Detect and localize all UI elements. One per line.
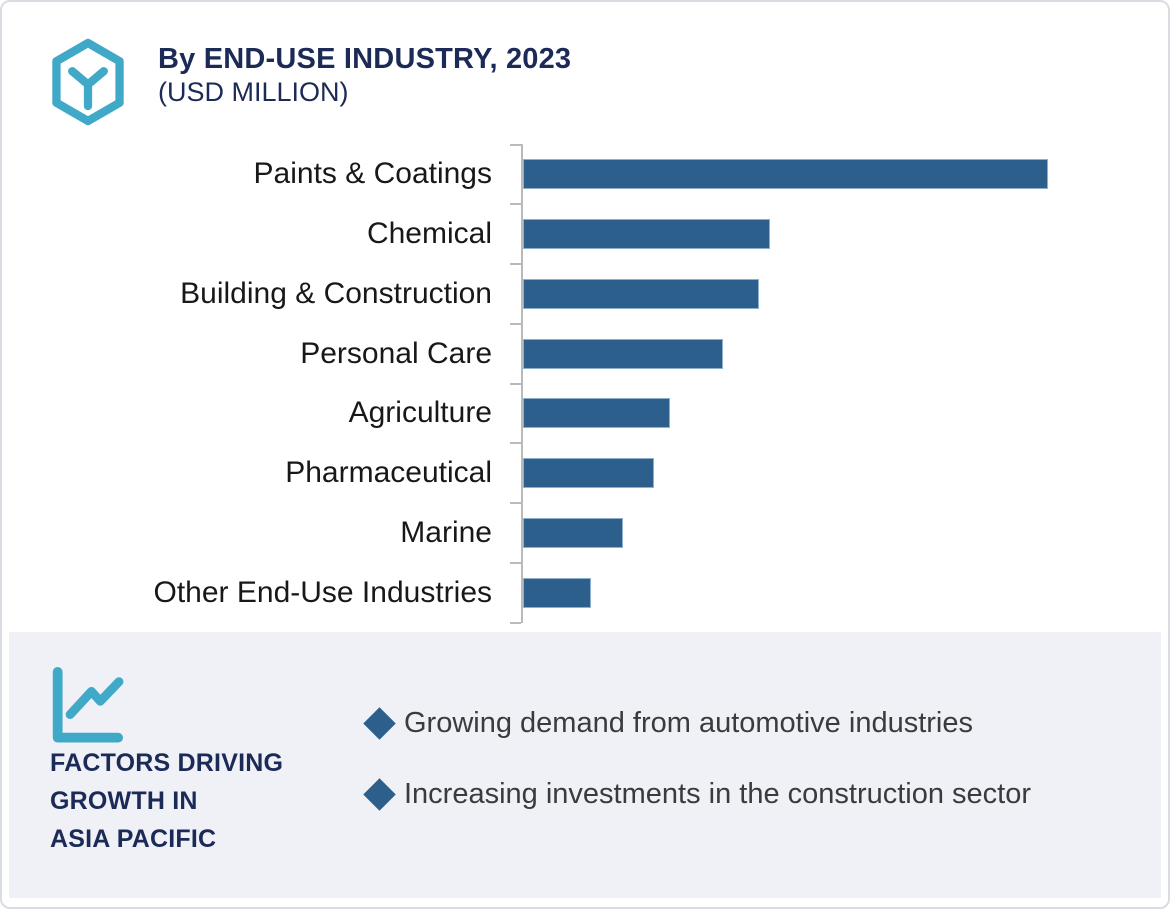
axis-tick [510,562,521,564]
factor-bullet-text: Growing demand from automotive industrie… [404,707,973,739]
axis-tick [510,502,521,504]
chart-title: By END-USE INDUSTRY, 2023 [158,43,572,75]
axis-tick [510,622,521,624]
diamond-bullet-icon [363,778,396,811]
category-label: Agriculture [348,396,492,430]
bar [523,458,655,489]
bar [523,158,1048,189]
bar [523,218,770,249]
category-label: Chemical [366,216,492,250]
chart-row: Paints & Coatings [2,144,1170,204]
hexagon-y-logo-icon [52,38,124,126]
bar [523,578,592,609]
header: By END-USE INDUSTRY, 2023 (USD MILLION) [46,38,571,126]
chart-rows: Paints & Coatings Chemical Building & Cons… [2,144,1170,623]
chart-subtitle: (USD MILLION) [158,77,349,107]
bar [523,398,670,429]
factors-panel: FACTORS DRIVING GROWTH IN ASIA PACIFIC G… [9,632,1161,898]
factor-bullet: Growing demand from automotive industrie… [362,702,1092,744]
bar [523,278,760,309]
factor-bullet: Increasing investments in the constructi… [362,773,1092,815]
chart-row: Agriculture [2,384,1170,444]
category-label: Personal Care [300,336,492,370]
chart-row: Building & Construction [2,264,1170,324]
axis-tick [510,383,521,385]
factors-bullet-list: Growing demand from automotive industrie… [362,702,1092,815]
factor-bullet-text: Increasing investments in the constructi… [404,778,1032,810]
axis-tick [510,323,521,325]
category-label: Pharmaceutical [285,456,492,490]
axis-tick [510,442,521,444]
category-label: Paints & Coatings [253,156,492,190]
category-label: Building & Construction [180,276,492,310]
chart-row: Other End-Use Industries [2,563,1170,623]
bar [523,338,723,369]
axis-tick [510,144,521,146]
line-chart-icon [52,667,124,743]
bar-chart: Paints & Coatings Chemical Building & Cons… [2,144,1170,624]
header-titles: By END-USE INDUSTRY, 2023 (USD MILLION) [158,38,571,108]
y-axis-line [521,144,523,623]
factors-heading: FACTORS DRIVING GROWTH IN ASIA PACIFIC [50,749,284,853]
diamond-bullet-icon [363,707,396,740]
axis-tick [510,203,521,205]
axis-tick [510,263,521,265]
bar [523,518,623,549]
chart-row: Chemical [2,204,1170,264]
category-label: Marine [400,516,492,550]
category-label: Other End-Use Industries [153,576,492,610]
chart-row: Marine [2,503,1170,563]
chart-row: Personal Care [2,324,1170,384]
chart-row: Pharmaceutical [2,443,1170,503]
